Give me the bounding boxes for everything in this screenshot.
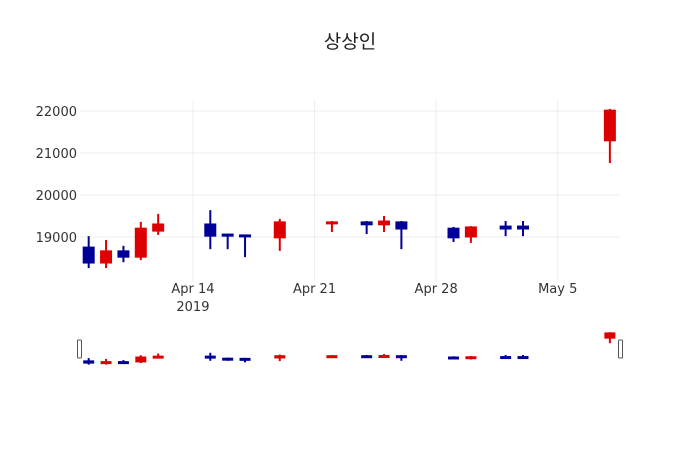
slider-candle bbox=[604, 332, 616, 344]
candle[interactable] bbox=[239, 234, 252, 258]
range-slider[interactable] bbox=[77, 332, 623, 365]
x-axis: Apr 14 2019 Apr 21 Apr 28 May 5 bbox=[171, 282, 577, 315]
grid bbox=[80, 100, 620, 282]
y-axis: 19000 20000 21000 22000 bbox=[36, 105, 77, 246]
slider-candle bbox=[135, 355, 147, 363]
slider-candle bbox=[222, 357, 234, 361]
slider-candle bbox=[500, 355, 512, 360]
slider-candle bbox=[378, 354, 390, 359]
candles[interactable] bbox=[82, 108, 616, 269]
candle[interactable] bbox=[82, 236, 95, 269]
candle[interactable] bbox=[273, 218, 286, 251]
range-slider-right-handle[interactable] bbox=[618, 339, 623, 359]
candle[interactable] bbox=[464, 226, 477, 243]
x-tick-label: Apr 14 bbox=[171, 282, 214, 297]
candle[interactable] bbox=[395, 221, 408, 250]
slider-candle bbox=[239, 357, 251, 363]
candle[interactable] bbox=[447, 226, 460, 243]
x-tick-label: Apr 28 bbox=[415, 282, 458, 297]
slider-candle bbox=[395, 355, 407, 361]
slider-candle bbox=[117, 360, 129, 365]
candle[interactable] bbox=[117, 245, 130, 263]
candle[interactable] bbox=[134, 221, 147, 261]
candle[interactable] bbox=[603, 108, 616, 164]
slider-candle bbox=[326, 355, 338, 359]
candle[interactable] bbox=[152, 213, 165, 235]
slider-candle bbox=[204, 352, 216, 361]
slider-candle bbox=[274, 354, 286, 362]
y-tick-label: 21000 bbox=[36, 147, 77, 162]
candle[interactable] bbox=[499, 221, 512, 237]
slider-candle bbox=[100, 358, 112, 365]
slider-candle bbox=[517, 355, 529, 360]
y-tick-label: 20000 bbox=[36, 189, 77, 204]
y-tick-label: 19000 bbox=[36, 231, 77, 246]
candle[interactable] bbox=[100, 239, 113, 269]
slider-candle bbox=[361, 355, 373, 359]
candle[interactable] bbox=[517, 221, 530, 237]
candle[interactable] bbox=[325, 221, 338, 232]
candle[interactable] bbox=[378, 216, 391, 232]
slider-candle bbox=[465, 356, 477, 360]
x-tick-year: 2019 bbox=[176, 300, 209, 315]
x-tick-label: May 5 bbox=[538, 282, 577, 297]
slider-candle bbox=[83, 358, 95, 365]
chart-title: 상상인 bbox=[324, 31, 376, 53]
x-tick-label: Apr 21 bbox=[293, 282, 336, 297]
y-tick-label: 22000 bbox=[36, 105, 77, 120]
slider-candle bbox=[448, 356, 460, 360]
candle[interactable] bbox=[360, 221, 373, 235]
candle[interactable] bbox=[221, 233, 234, 250]
range-slider-left-handle[interactable] bbox=[77, 339, 82, 359]
candle[interactable] bbox=[204, 210, 217, 250]
slider-candle bbox=[152, 353, 164, 359]
